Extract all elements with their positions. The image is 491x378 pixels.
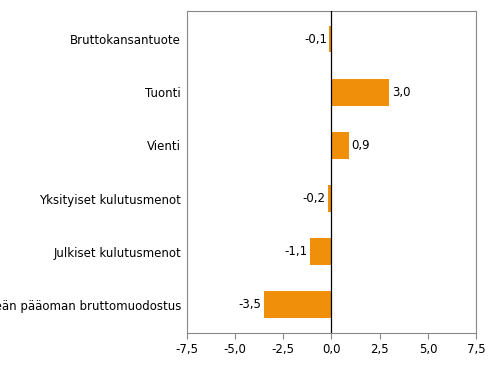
Bar: [331, 132, 349, 159]
Bar: [310, 239, 331, 265]
Text: 0,9: 0,9: [351, 139, 370, 152]
Bar: [264, 291, 331, 318]
Text: -3,5: -3,5: [239, 298, 262, 311]
Text: -0,2: -0,2: [302, 192, 325, 205]
Text: -0,1: -0,1: [304, 33, 327, 46]
Text: 3,0: 3,0: [392, 86, 410, 99]
Bar: [329, 26, 331, 53]
Bar: [327, 185, 331, 212]
Bar: [331, 79, 389, 105]
Text: -1,1: -1,1: [285, 245, 308, 258]
